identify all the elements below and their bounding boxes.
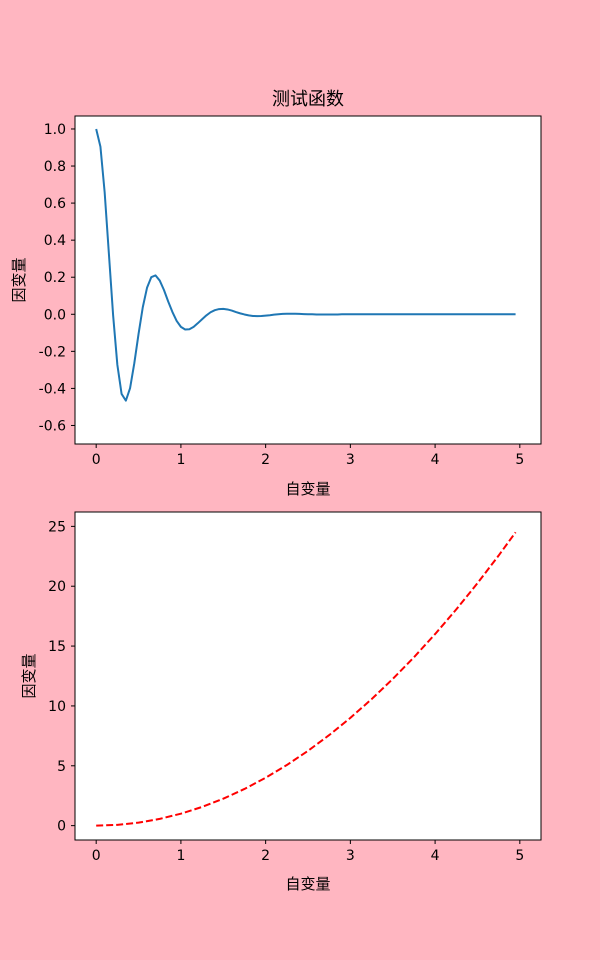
y-tick-label: 0.6 xyxy=(44,196,66,212)
x-tick-label: 0 xyxy=(92,848,101,864)
series-line-0 xyxy=(96,531,517,827)
x-tick-label: 3 xyxy=(346,848,355,864)
y-tick-label: 25 xyxy=(48,519,66,535)
y-tick-label: 0.4 xyxy=(44,233,66,249)
y-axis-label: 因变量 xyxy=(10,257,28,302)
y-tick-label: 5 xyxy=(57,759,66,775)
chart-top: 测试函数 自变量 因变量 0 1 2 3 4 5 -0.6 -0.4 -0.2 0.0 0.2 0.4… xyxy=(10,89,542,498)
x-tick-label: 1 xyxy=(176,848,185,864)
data-layer xyxy=(95,128,516,402)
y-tick-label: 0.2 xyxy=(44,270,66,286)
y-tick-label: 15 xyxy=(48,639,66,655)
plot-area xyxy=(75,512,541,840)
y-tick-label: 0.8 xyxy=(44,159,66,175)
x-tick-label: 2 xyxy=(261,452,270,468)
y-tick-label: 10 xyxy=(48,699,66,715)
y-tick-label: 0 xyxy=(57,819,66,835)
axes-frame xyxy=(74,511,542,841)
y-tick-label: -0.2 xyxy=(39,344,66,360)
x-axis-label: 自变量 xyxy=(285,480,330,498)
y-axis-label: 因变量 xyxy=(20,653,38,698)
x-tick-label: 0 xyxy=(92,452,101,468)
x-axis-label: 自变量 xyxy=(285,875,330,893)
x-tick-label: 3 xyxy=(346,452,355,468)
y-tick-label: 1.0 xyxy=(44,122,66,138)
y-tick-label: -0.6 xyxy=(39,418,66,434)
x-tick-label: 1 xyxy=(176,452,185,468)
axes-frame xyxy=(74,115,542,445)
plot-area xyxy=(75,116,541,444)
tick-layer: 0 1 2 3 4 5 -0.6 -0.4 -0.2 0.0 0.2 0.4 0.6 0.8 1.0 xyxy=(39,122,525,468)
tick-layer: 0 1 2 3 4 5 0 5 10 15 20 25 xyxy=(48,519,524,864)
x-tick-label: 4 xyxy=(431,848,440,864)
y-tick-label: 0.0 xyxy=(44,307,66,323)
x-tick-label: 2 xyxy=(261,848,270,864)
x-tick-label: 4 xyxy=(431,452,440,468)
y-tick-label: 20 xyxy=(48,579,66,595)
y-tick-label: -0.4 xyxy=(39,381,66,397)
chart-bottom: 自变量 因变量 0 1 2 3 4 5 0 5 10 15 20 25 xyxy=(20,511,542,893)
series-line-0 xyxy=(95,128,516,402)
x-tick-label: 5 xyxy=(515,848,524,864)
chart-title: 测试函数 xyxy=(272,89,344,110)
data-layer xyxy=(96,531,517,827)
x-tick-label: 5 xyxy=(515,452,524,468)
